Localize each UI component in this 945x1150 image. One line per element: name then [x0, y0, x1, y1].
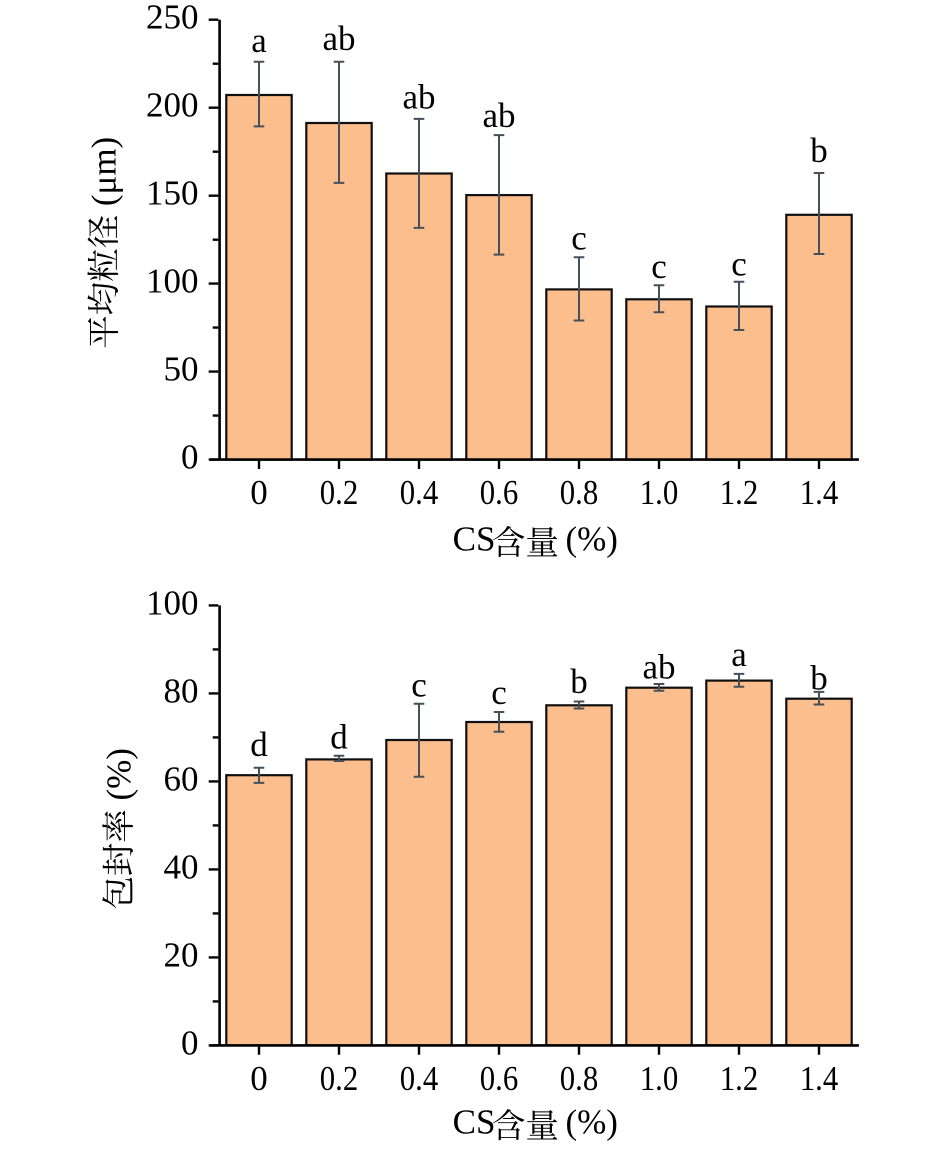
- svg-text:0: 0: [250, 1059, 268, 1098]
- svg-text:c: c: [651, 247, 667, 286]
- svg-text:0: 0: [250, 473, 268, 512]
- svg-text:1.4: 1.4: [800, 1059, 839, 1098]
- svg-text:100: 100: [146, 262, 199, 301]
- svg-text:d: d: [330, 718, 348, 757]
- svg-text:CS: CS: [453, 520, 496, 559]
- svg-text:60: 60: [164, 759, 199, 798]
- svg-text:250: 250: [146, 0, 199, 37]
- svg-text:c: c: [491, 673, 507, 712]
- svg-text:(%): (%): [566, 1103, 618, 1142]
- svg-text:CS: CS: [453, 1103, 496, 1142]
- svg-text:a: a: [251, 21, 267, 60]
- svg-text:ab: ab: [402, 77, 435, 116]
- svg-text:(%): (%): [566, 520, 618, 559]
- svg-text:1.2: 1.2: [720, 473, 759, 512]
- svg-text:c: c: [571, 218, 587, 257]
- svg-text:ab: ab: [322, 19, 355, 58]
- svg-text:ab: ab: [642, 648, 675, 687]
- svg-text:c: c: [411, 666, 427, 705]
- svg-text:ab: ab: [482, 96, 515, 135]
- svg-text:100: 100: [146, 583, 199, 622]
- svg-text:0.8: 0.8: [560, 473, 599, 512]
- svg-text:0: 0: [181, 1023, 199, 1062]
- svg-text:1.0: 1.0: [640, 1059, 679, 1098]
- svg-text:200: 200: [146, 86, 199, 125]
- svg-text:20: 20: [164, 935, 199, 974]
- svg-text:50: 50: [164, 350, 199, 389]
- svg-text:0.4: 0.4: [400, 473, 439, 512]
- svg-text:d: d: [250, 725, 268, 764]
- svg-text:b: b: [810, 131, 828, 170]
- svg-text:0.2: 0.2: [320, 473, 359, 512]
- svg-text:0.8: 0.8: [560, 1059, 599, 1098]
- svg-text:1.0: 1.0: [640, 473, 679, 512]
- svg-text:b: b: [570, 662, 588, 701]
- svg-text:(%): (%): [99, 748, 138, 800]
- svg-text:0: 0: [181, 438, 199, 477]
- svg-text:b: b: [810, 658, 828, 697]
- svg-text:(μm): (μm): [85, 137, 124, 206]
- svg-text:0.6: 0.6: [480, 473, 519, 512]
- svg-text:1.4: 1.4: [800, 473, 839, 512]
- svg-text:a: a: [731, 635, 747, 674]
- svg-text:150: 150: [146, 174, 199, 213]
- svg-text:80: 80: [164, 671, 199, 710]
- svg-text:0.4: 0.4: [400, 1059, 439, 1098]
- svg-text:40: 40: [164, 847, 199, 886]
- svg-text:1.2: 1.2: [720, 1059, 759, 1098]
- svg-text:0.6: 0.6: [480, 1059, 519, 1098]
- svg-text:c: c: [731, 245, 747, 284]
- svg-text:0.2: 0.2: [320, 1059, 359, 1098]
